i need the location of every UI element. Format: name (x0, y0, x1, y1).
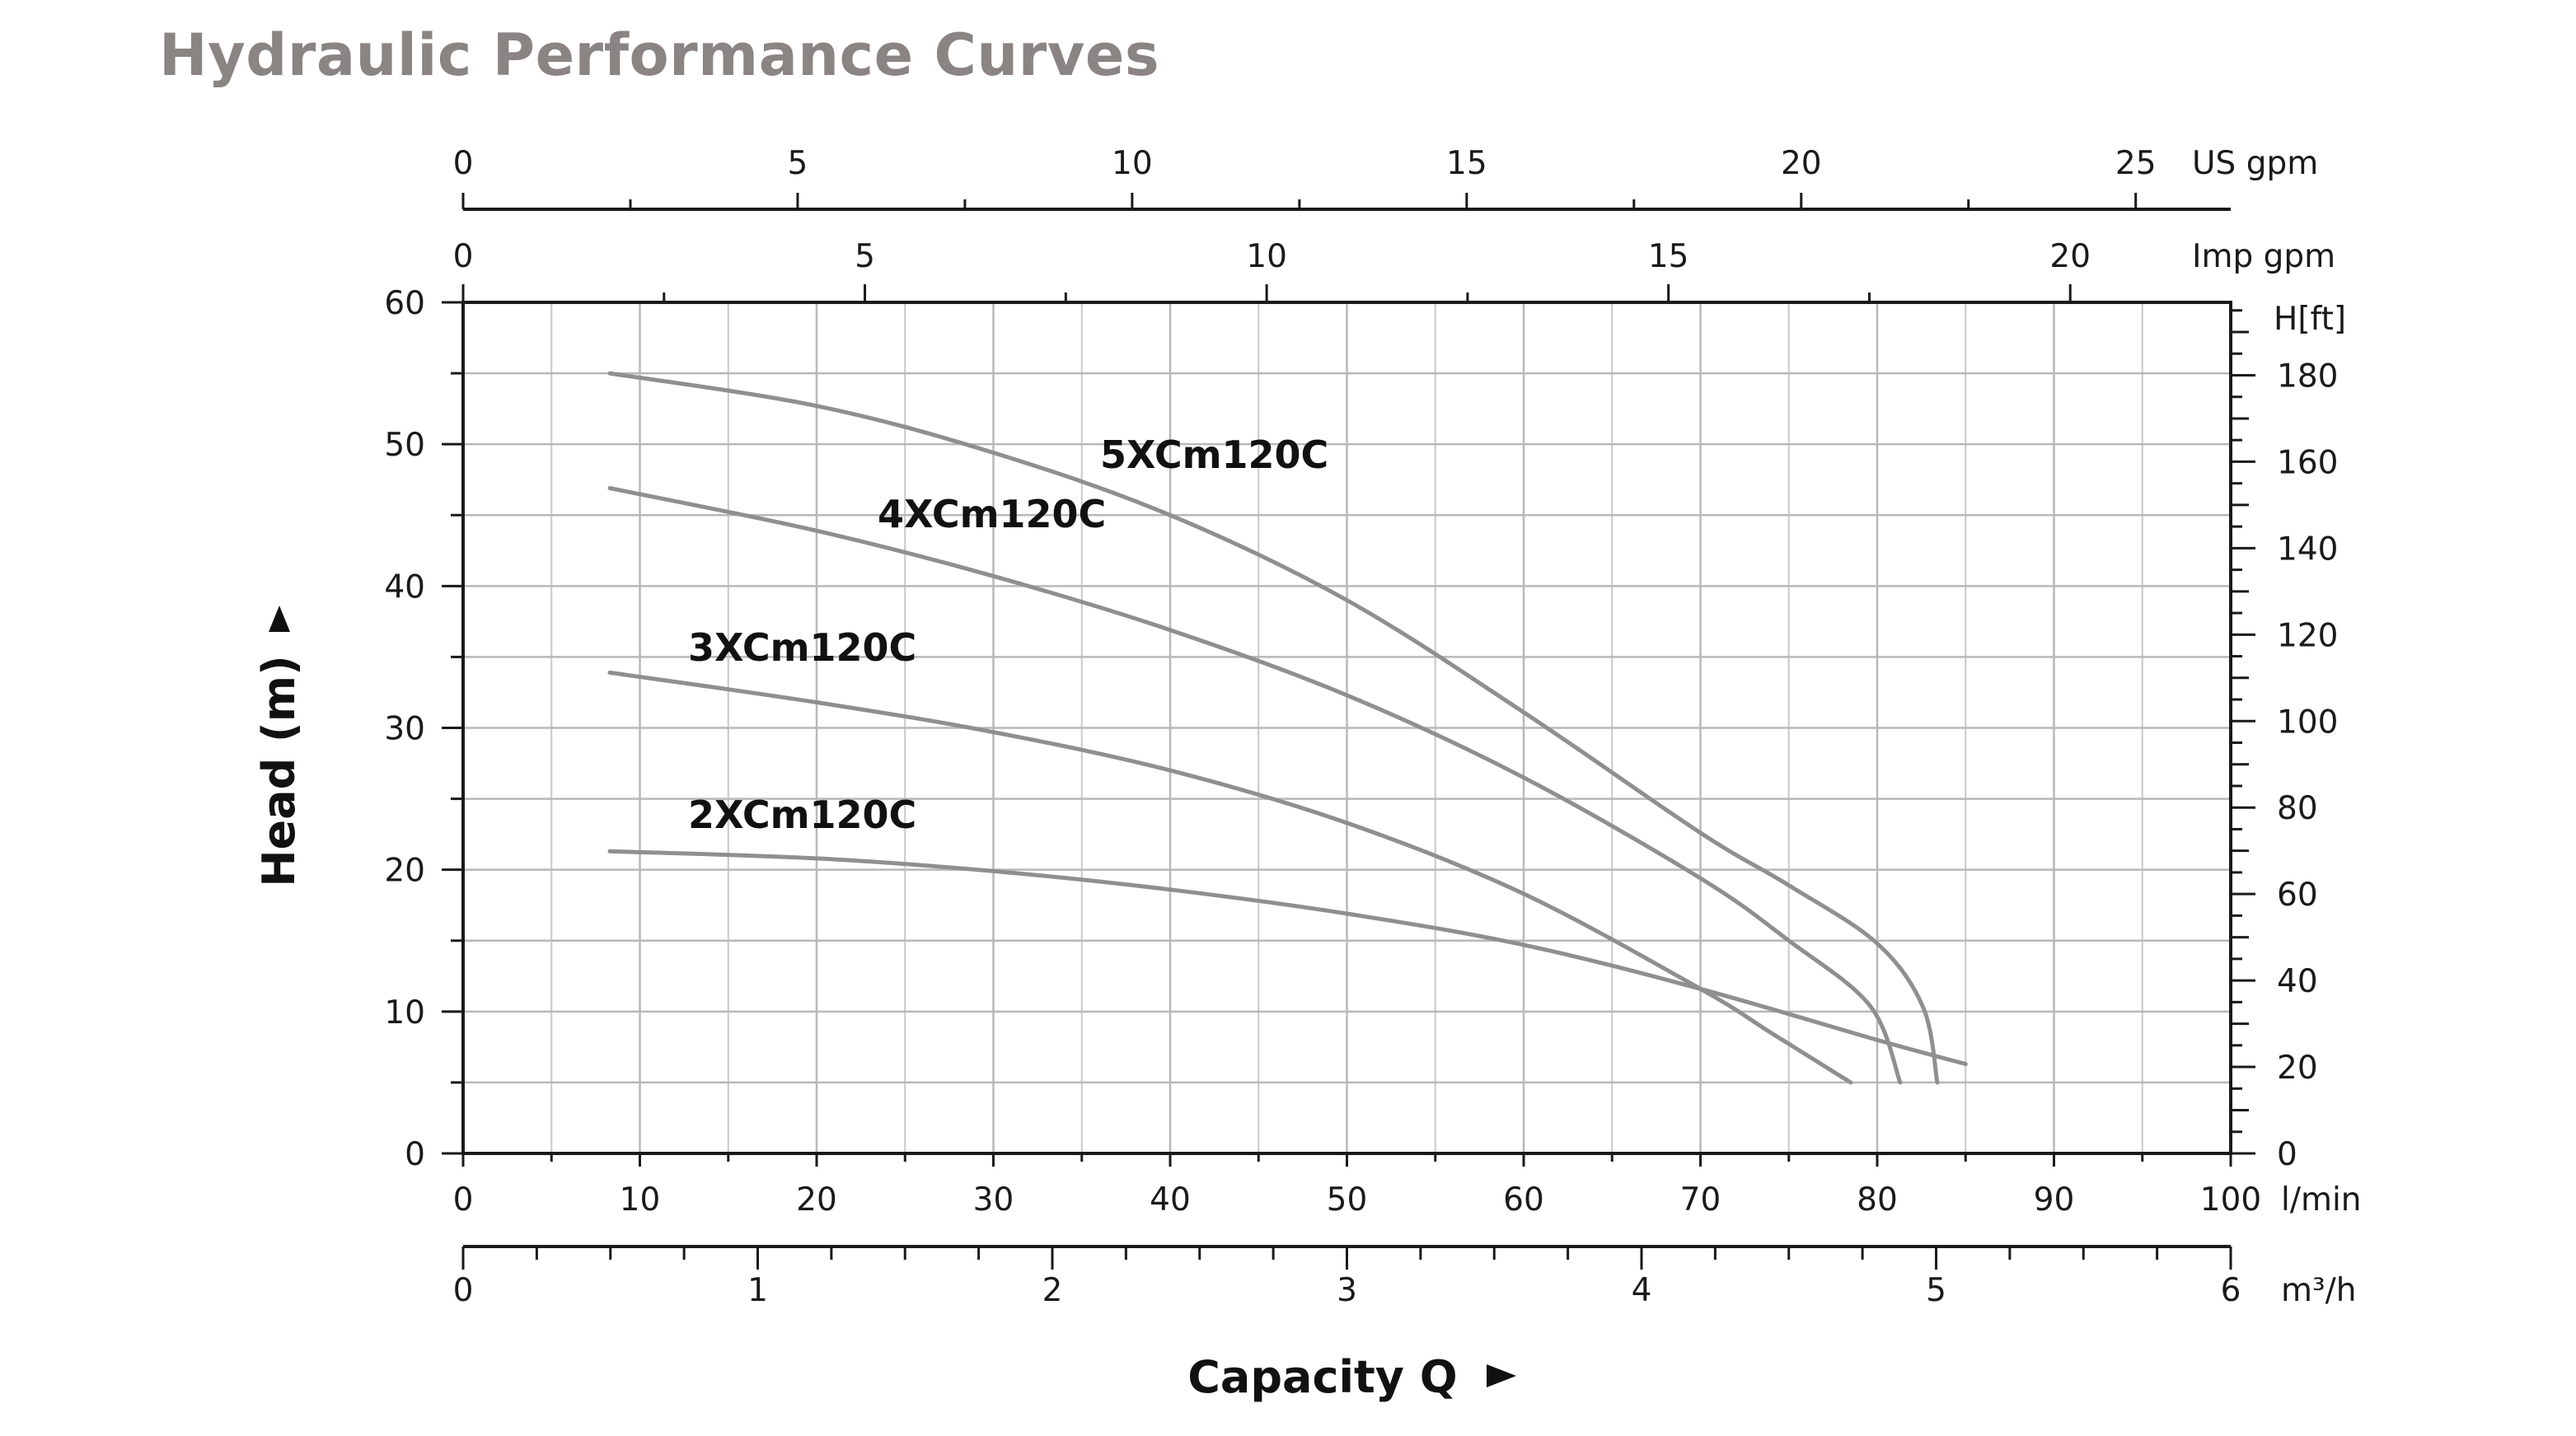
curve-label-4xcm120c: 4XCm120C (878, 492, 1106, 536)
x-tick-label: 10 (620, 1181, 661, 1218)
y-axis-title: Head (m) (253, 655, 305, 886)
x-tick-label: 80 (1857, 1181, 1898, 1218)
us-tick-label: 25 (2115, 145, 2157, 182)
grid (463, 302, 2231, 1153)
imp-tick-label: 10 (1246, 238, 1287, 275)
curve-3xcm120c (607, 670, 1853, 1085)
ft-tick-label: 20 (2277, 1050, 2318, 1087)
x-tick-label: 20 (796, 1181, 837, 1218)
us-tick-label: 5 (788, 145, 808, 182)
x-tick-label: 0 (453, 1181, 474, 1218)
curve-5xcm120c (607, 371, 1940, 1085)
m3h-tick-label: 5 (1926, 1272, 1946, 1309)
m3h-tick-label: 4 (1632, 1272, 1652, 1309)
x-tick-label: 50 (1327, 1181, 1368, 1218)
curve-label-3xcm120c: 3XCm120C (688, 625, 916, 670)
imp-tick-label: 15 (1648, 238, 1689, 275)
y-tick-label: 30 (384, 711, 425, 748)
x-axis-arrow-icon (1487, 1364, 1516, 1387)
curve-2xcm120c (607, 849, 1968, 1066)
ft-tick-label: 0 (2277, 1136, 2297, 1173)
m3h-tick-label: 6 (2221, 1272, 2241, 1309)
ft-tick-label: 100 (2277, 704, 2338, 741)
imp-tick-label: 0 (453, 238, 474, 275)
us-unit-label: US gpm (2192, 145, 2318, 182)
ft-tick-label: 40 (2277, 963, 2318, 1000)
ft-tick-label: 160 (2277, 444, 2338, 481)
ft-unit-label: H[ft] (2274, 301, 2346, 338)
imp-tick-label: 5 (855, 238, 875, 275)
chart-title: Hydraulic Performance Curves (159, 21, 1159, 89)
x-tick-label: 60 (1503, 1181, 1544, 1218)
x-tick-label: 90 (2034, 1181, 2075, 1218)
y-tick-label: 40 (384, 568, 425, 606)
us-tick-label: 20 (1781, 145, 1822, 182)
ft-tick-label: 140 (2277, 531, 2338, 568)
labels: 2XCm120C 3XCm120C 4XCm120C 5XCm120C Head (m)… (253, 433, 1516, 1403)
imp-tick-label: 20 (2049, 238, 2091, 275)
y-tick-label: 50 (384, 427, 425, 464)
m3h-unit-label: m³/h (2281, 1272, 2356, 1309)
y-tick-label: 0 (405, 1136, 425, 1173)
curves (607, 371, 1968, 1085)
us-tick-label: 10 (1112, 145, 1153, 182)
m3h-tick-label: 2 (1042, 1272, 1063, 1309)
imp-unit-label: Imp gpm (2192, 238, 2335, 275)
x-tick-label: 30 (973, 1181, 1014, 1218)
ft-tick-label: 180 (2277, 358, 2338, 395)
us-tick-label: 15 (1446, 145, 1487, 182)
x-tick-label: 70 (1680, 1181, 1721, 1218)
y-tick-label: 10 (384, 994, 425, 1031)
curve-4xcm120c (607, 486, 1903, 1085)
m3h-tick-label: 0 (453, 1272, 474, 1309)
y-tick-label: 60 (384, 285, 425, 322)
x-axis-title: Capacity Q (1187, 1351, 1457, 1403)
ft-tick-label: 120 (2277, 617, 2338, 654)
m3h-tick-label: 1 (747, 1272, 768, 1309)
x-unit-label: l/min (2281, 1181, 2362, 1218)
curve-label-2xcm120c: 2XCm120C (688, 793, 916, 837)
ft-tick-label: 60 (2277, 877, 2318, 914)
us-tick-label: 0 (453, 145, 474, 182)
m3h-tick-label: 3 (1337, 1272, 1357, 1309)
ft-tick-label: 80 (2277, 790, 2318, 827)
x-tick-label: 40 (1150, 1181, 1191, 1218)
y-axis-arrow-icon (269, 606, 290, 632)
x-tick-label: 100 (2200, 1181, 2261, 1218)
curve-label-5xcm120c: 5XCm120C (1100, 433, 1328, 477)
axes: 0102030405060020406080100120140160180H[f… (384, 145, 2361, 1309)
y-tick-label: 20 (384, 853, 425, 890)
